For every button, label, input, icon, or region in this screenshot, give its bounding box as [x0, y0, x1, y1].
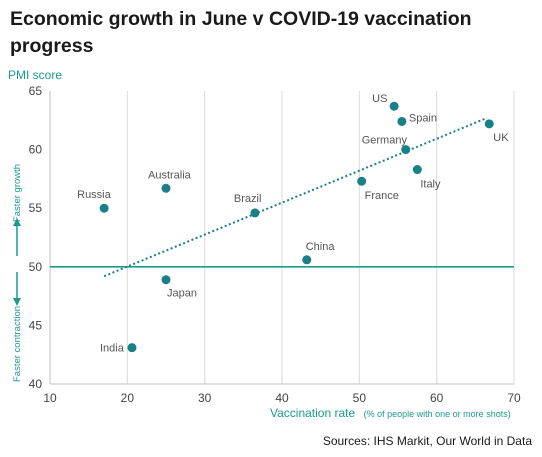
y-axis-label: PMI score	[8, 68, 63, 82]
point-label-russia: Russia	[77, 189, 112, 201]
source-note: Sources: IHS Markit, Our World in Data	[322, 434, 532, 448]
point-label-spain: Spain	[409, 112, 437, 124]
point-australia	[161, 183, 171, 193]
x-tick-label-30: 30	[198, 391, 212, 405]
point-label-china: China	[306, 241, 336, 253]
y-tick-label-45: 45	[29, 318, 43, 332]
point-label-japan: Japan	[167, 288, 197, 300]
grid-lines	[126, 91, 515, 384]
point-russia	[99, 203, 109, 213]
point-uk	[484, 119, 494, 129]
point-us	[389, 101, 399, 111]
side-annotations: Faster growth Faster contraction	[12, 164, 23, 382]
y-tick-label-40: 40	[29, 377, 43, 391]
x-tick-label-10: 10	[43, 391, 57, 405]
point-india	[127, 343, 137, 353]
chart-title: Economic growth in June v COVID-19 vacci…	[10, 8, 472, 57]
side-label-faster-contraction: Faster contraction	[12, 306, 23, 382]
x-tick-label-40: 40	[275, 391, 289, 405]
point-label-germany: Germany	[362, 135, 408, 147]
data-points	[99, 101, 494, 353]
arrow-down-icon	[13, 298, 21, 306]
point-japan	[161, 275, 171, 285]
trendline	[103, 117, 488, 278]
point-label-india: India	[100, 343, 125, 355]
point-label-france: France	[365, 190, 399, 202]
x-tick-label-50: 50	[353, 391, 367, 405]
point-italy	[412, 165, 422, 175]
y-tick-label-50: 50	[29, 260, 43, 274]
x-tick-label-60: 60	[430, 391, 444, 405]
point-labels: US Spain UK Germany Italy France Australia Russ…	[77, 93, 509, 354]
y-tick-label-60: 60	[29, 143, 43, 157]
point-brazil	[250, 208, 260, 218]
y-tick-label-65: 65	[29, 84, 43, 98]
point-china	[302, 255, 312, 265]
arrow-up-icon	[13, 218, 21, 226]
point-label-italy: Italy	[420, 179, 441, 191]
point-spain	[397, 116, 407, 126]
side-label-faster-growth: Faster growth	[12, 164, 23, 222]
point-label-australia: Australia	[148, 169, 192, 181]
x-axis-label: Vaccination rate (% of people with one o…	[270, 404, 511, 421]
y-tick-label-55: 55	[29, 201, 43, 215]
point-label-brazil: Brazil	[234, 193, 262, 205]
x-tick-label-70: 70	[507, 391, 521, 405]
point-germany	[401, 145, 411, 155]
x-axis-label-main: Vaccination rate	[270, 406, 355, 420]
point-label-us: US	[372, 93, 387, 105]
point-label-uk: UK	[493, 132, 509, 144]
trendline-group	[103, 117, 488, 278]
point-france	[357, 176, 367, 186]
axes: 10 20 30 40 50 60 70 40 45 50 55 60 65	[29, 84, 521, 405]
x-tick-label-20: 20	[121, 391, 135, 405]
x-axis-label-note: (% of people with one or more shots)	[364, 409, 511, 419]
